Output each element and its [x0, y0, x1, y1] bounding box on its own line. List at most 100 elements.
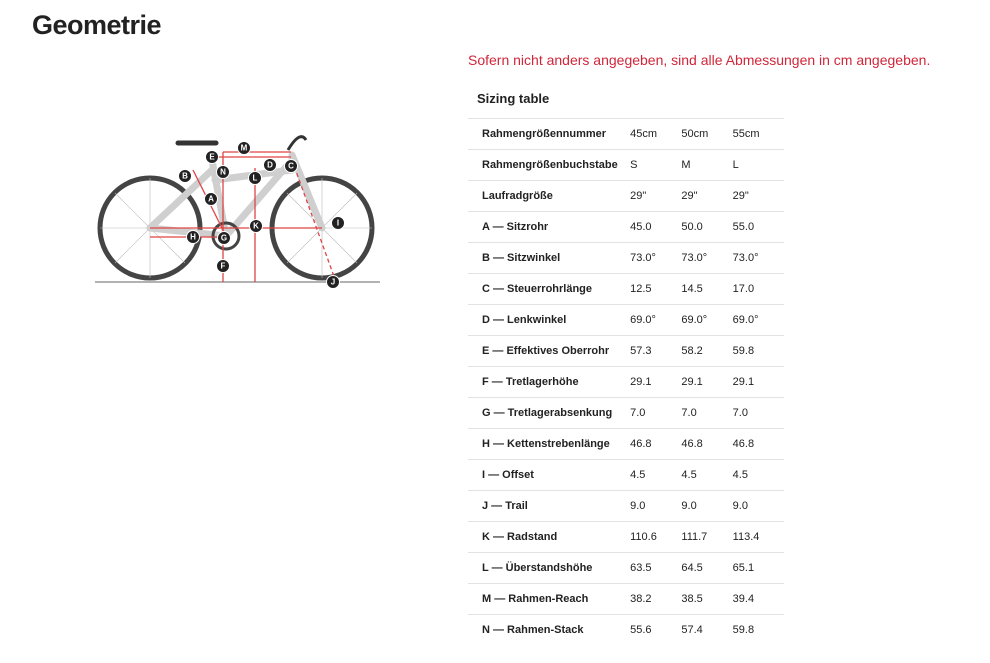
cell-value: 29" [681, 180, 733, 212]
table-row: Rahmengrößenbuchstabe S M L [468, 149, 784, 181]
dimension-letter: E [209, 153, 215, 162]
row-label: Rahmengrößennummer [468, 118, 631, 150]
label-badge [217, 231, 231, 245]
row-label: I — Offset [468, 459, 631, 491]
cell-value: 69.0° [630, 304, 682, 336]
cell-value: 57.3 [630, 335, 682, 367]
cell-value: 7.0 [732, 397, 784, 429]
table-row: L — Überstandshöhe 63.5 64.5 65.1 [468, 552, 784, 584]
row-label: F — Tretlagerhöhe [468, 366, 631, 398]
dimension-letter: B [182, 172, 188, 181]
cell-value: 29" [630, 180, 682, 212]
table-row: Rahmengrößennummer 45cm 50cm 55cm [468, 118, 784, 150]
label-badge [204, 192, 218, 206]
dimension-letter: M [241, 144, 248, 153]
label-badge [249, 219, 263, 233]
cell-value: 4.5 [630, 459, 682, 491]
cell-value: 46.8 [681, 428, 733, 460]
table-caption: Sizing table [477, 91, 550, 106]
cell-value: 69.0° [732, 304, 784, 336]
table-row: C — Steuerrohrlänge 12.5 14.5 17.0 [468, 273, 784, 305]
cell-value: 57.4 [681, 614, 733, 645]
cell-value: 29" [732, 180, 784, 212]
row-label: H — Kettenstrebenlänge [468, 428, 631, 460]
label-badge [205, 150, 219, 164]
cell-value: 38.2 [630, 583, 682, 615]
table-row: B — Sitzwinkel 73.0° 73.0° 73.0° [468, 242, 784, 274]
table-row: I — Offset 4.5 4.5 4.5 [468, 459, 784, 491]
table-row: J — Trail 9.0 9.0 9.0 [468, 490, 784, 522]
cell-value: 12.5 [630, 273, 682, 305]
label-badge [248, 171, 262, 185]
dimension-letter: F [221, 262, 226, 271]
dimension-letter: A [208, 195, 214, 204]
cell-value: 73.0° [630, 242, 682, 274]
cell-value: 4.5 [732, 459, 784, 491]
cell-value: 111.7 [681, 521, 733, 553]
dimension-letter: J [331, 278, 335, 287]
dimension-letter: N [220, 168, 226, 177]
row-label: M — Rahmen-Reach [468, 583, 631, 615]
cell-value: 17.0 [732, 273, 784, 305]
cell-value: 7.0 [630, 397, 682, 429]
dimension-letter: C [288, 162, 294, 171]
cell-value: 7.0 [681, 397, 733, 429]
cell-value: 55.0 [732, 211, 784, 243]
cell-value: 55cm [732, 118, 784, 150]
table-row: A — Sitzrohr 45.0 50.0 55.0 [468, 211, 784, 243]
cell-value: 59.8 [732, 335, 784, 367]
cell-value: 38.5 [681, 583, 733, 615]
cell-value: 63.5 [630, 552, 682, 584]
cell-value: 14.5 [681, 273, 733, 305]
label-badge [263, 158, 277, 172]
label-badge [178, 169, 192, 183]
cell-value: 73.0° [681, 242, 733, 274]
table-row: F — Tretlagerhöhe 29.1 29.1 29.1 [468, 366, 784, 398]
cell-value: 50.0 [681, 211, 733, 243]
row-label: G — Tretlagerabsenkung [468, 397, 631, 429]
table-row: M — Rahmen-Reach 38.2 38.5 39.4 [468, 583, 784, 615]
label-badge [216, 165, 230, 179]
cell-value: 39.4 [732, 583, 784, 615]
cell-value: 45.0 [630, 211, 682, 243]
page-title: Geometrie [32, 10, 162, 40]
dimension-letter: I [337, 219, 339, 228]
bike-diagram: M EN D C B L A K I H G F J [95, 135, 380, 289]
row-label: C — Steuerrohrlänge [468, 273, 631, 305]
cell-value: 46.8 [732, 428, 784, 460]
cell-value: 58.2 [681, 335, 733, 367]
label-badge [216, 259, 230, 273]
label-badge [237, 141, 251, 155]
cell-value: 73.0° [732, 242, 784, 274]
row-label: Rahmengrößenbuchstabe [468, 149, 631, 181]
cell-value: M [681, 149, 733, 181]
cell-value: 29.1 [681, 366, 733, 398]
table-row: K — Radstand 110.6 111.7 113.4 [468, 521, 784, 553]
row-label: A — Sitzrohr [468, 211, 631, 243]
row-label: L — Überstandshöhe [468, 552, 631, 584]
label-badge [326, 275, 340, 289]
cell-value: 4.5 [681, 459, 733, 491]
label-badge [331, 216, 345, 230]
cell-value: 29.1 [732, 366, 784, 398]
label-badge [186, 230, 200, 244]
table-row: E — Effektives Oberrohr 57.3 58.2 59.8 [468, 335, 784, 367]
row-label: N — Rahmen-Stack [468, 614, 631, 645]
table-row: H — Kettenstrebenlänge 46.8 46.8 46.8 [468, 428, 784, 460]
table-row: N — Rahmen-Stack 55.6 57.4 59.8 [468, 614, 784, 645]
row-label: Laufradgröße [468, 180, 631, 212]
cell-value: 69.0° [681, 304, 733, 336]
dimension-letter: D [267, 161, 273, 170]
cell-value: 64.5 [681, 552, 733, 584]
cell-value: 59.8 [732, 614, 784, 645]
row-label: K — Radstand [468, 521, 631, 553]
cell-value: S [630, 149, 682, 181]
dimension-letter: G [221, 234, 227, 243]
units-note: Sofern nicht anders angegeben, sind alle… [468, 52, 931, 68]
cell-value: 113.4 [732, 521, 784, 553]
dimension-letter: K [253, 222, 259, 231]
label-badge [284, 159, 298, 173]
table-row: D — Lenkwinkel 69.0° 69.0° 69.0° [468, 304, 784, 336]
cell-value: 50cm [681, 118, 733, 150]
